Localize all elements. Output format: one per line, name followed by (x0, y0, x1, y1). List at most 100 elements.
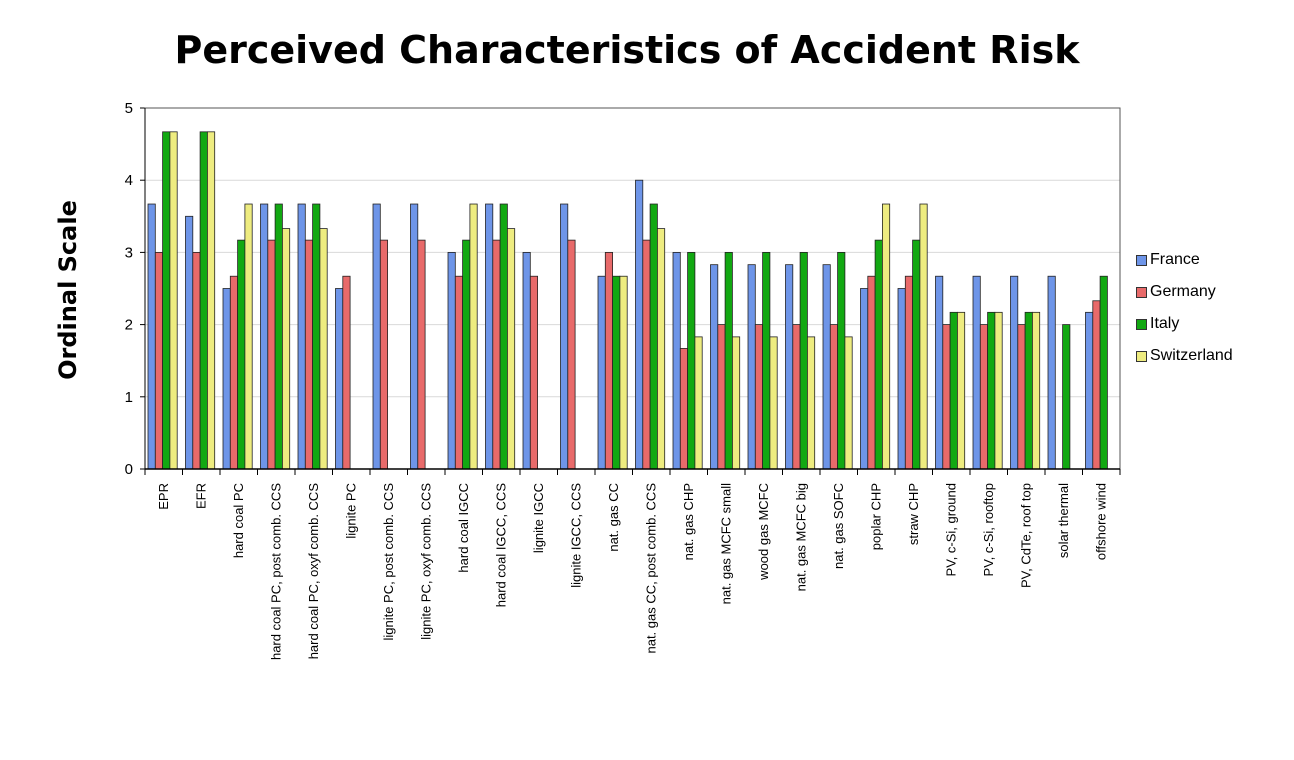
bar-germany (229, 275, 239, 470)
bar-germany (1092, 300, 1101, 470)
bar-france (1010, 275, 1019, 470)
x-category-label: nat. gas SOFC (831, 483, 846, 569)
bar-france (897, 288, 906, 470)
bar-france (485, 203, 494, 470)
bar-italy (499, 203, 508, 470)
bar-france (335, 288, 344, 470)
bar-france (410, 203, 419, 470)
x-category-label: PV, c-Si, ground (943, 483, 958, 576)
x-category-label: offshore wind (1093, 483, 1108, 560)
bar-italy (762, 251, 771, 470)
bar-germany (1017, 324, 1026, 470)
bar-germany (154, 251, 164, 470)
y-tick-label: 3 (125, 244, 133, 261)
bar-switzerland (732, 336, 741, 470)
bar-france (785, 264, 794, 470)
bar-italy (687, 251, 696, 470)
bar-switzerland (1032, 311, 1041, 470)
bar-italy (162, 131, 171, 470)
x-category-label: hard coal PC (231, 483, 246, 558)
bar-switzerland (807, 336, 816, 470)
bar-italy (874, 239, 883, 470)
bar-italy (237, 239, 246, 470)
legend-item-germany: Germany (1136, 276, 1233, 308)
x-category-label: PV, CdTe, roof top (1018, 483, 1033, 588)
bar-france (710, 264, 719, 470)
legend-label: Switzerland (1150, 347, 1233, 364)
bar-france (822, 264, 831, 470)
bar-switzerland (844, 336, 853, 470)
bar-switzerland (882, 203, 891, 470)
bar-italy (949, 311, 958, 470)
y-tick-label: 4 (125, 172, 133, 189)
bar-italy (462, 239, 471, 470)
bar-germany (867, 275, 876, 470)
bar-germany (342, 275, 351, 470)
x-category-label: lignite PC, post comb. CCS (381, 483, 396, 641)
x-category-label: poplar CHP (868, 483, 883, 550)
legend-swatch (1136, 318, 1147, 330)
x-category-label: lignite PC (343, 483, 358, 539)
y-tick-label: 1 (125, 389, 133, 406)
legend-label: Germany (1150, 283, 1216, 300)
bar-france (147, 203, 156, 470)
legend-label: France (1150, 251, 1200, 268)
bar-france (297, 203, 306, 470)
bar-france (447, 251, 456, 470)
bar-france (597, 275, 606, 470)
bar-italy (312, 203, 321, 470)
bar-switzerland (694, 336, 703, 470)
bar-germany (417, 239, 426, 470)
bar-germany (267, 239, 276, 470)
bar-italy (987, 311, 996, 470)
x-category-label: hard coal PC, post comb. CCS (268, 483, 283, 660)
bar-germany (492, 239, 501, 470)
bar-germany (754, 324, 763, 470)
bar-switzerland (319, 228, 328, 470)
bar-france (747, 264, 756, 470)
bar-france (672, 251, 681, 470)
bar-italy (837, 251, 846, 470)
bar-france (522, 251, 531, 470)
bar-italy (724, 251, 733, 470)
x-category-label: nat. gas MCFC small (718, 483, 733, 604)
x-category-label: PV, c-Si, rooftop (981, 483, 996, 576)
bar-switzerland (169, 131, 178, 470)
bar-germany (192, 251, 201, 470)
bar-switzerland (469, 203, 478, 470)
bar-germany (304, 239, 313, 470)
bar-france (935, 275, 944, 470)
bar-france (1085, 311, 1094, 470)
bar-switzerland (244, 203, 253, 470)
x-category-label: wood gas MCFC (756, 483, 771, 581)
bar-italy (649, 203, 658, 470)
x-category-label: straw CHP (906, 483, 921, 545)
bar-france (860, 288, 869, 470)
bar-germany (567, 239, 576, 470)
legend-swatch (1136, 350, 1147, 362)
y-tick-label: 5 (125, 100, 133, 117)
legend-swatch (1136, 286, 1147, 298)
legend-item-italy: Italy (1136, 308, 1233, 340)
bar-switzerland (281, 228, 291, 470)
bar-italy (1024, 311, 1033, 470)
chart-title: Perceived Characteristics of Accident Ri… (174, 28, 1080, 72)
bar-germany (379, 239, 388, 470)
y-tick-label: 2 (125, 317, 133, 334)
x-category-label: nat. gas MCFC big (793, 483, 808, 591)
legend-swatch (1136, 254, 1147, 266)
bar-france (372, 203, 381, 470)
bar-germany (829, 324, 838, 470)
bar-france (560, 203, 569, 470)
bar-italy (799, 251, 808, 470)
bar-germany (979, 324, 988, 470)
bar-switzerland (506, 228, 516, 470)
bar-italy (912, 239, 921, 470)
x-category-label: hard coal PC, oxyf comb. CCS (306, 483, 321, 660)
bar-germany (679, 348, 688, 470)
bar-germany (529, 275, 538, 470)
bar-italy (612, 275, 621, 470)
bar-switzerland (206, 131, 216, 470)
bar-germany (942, 324, 951, 470)
